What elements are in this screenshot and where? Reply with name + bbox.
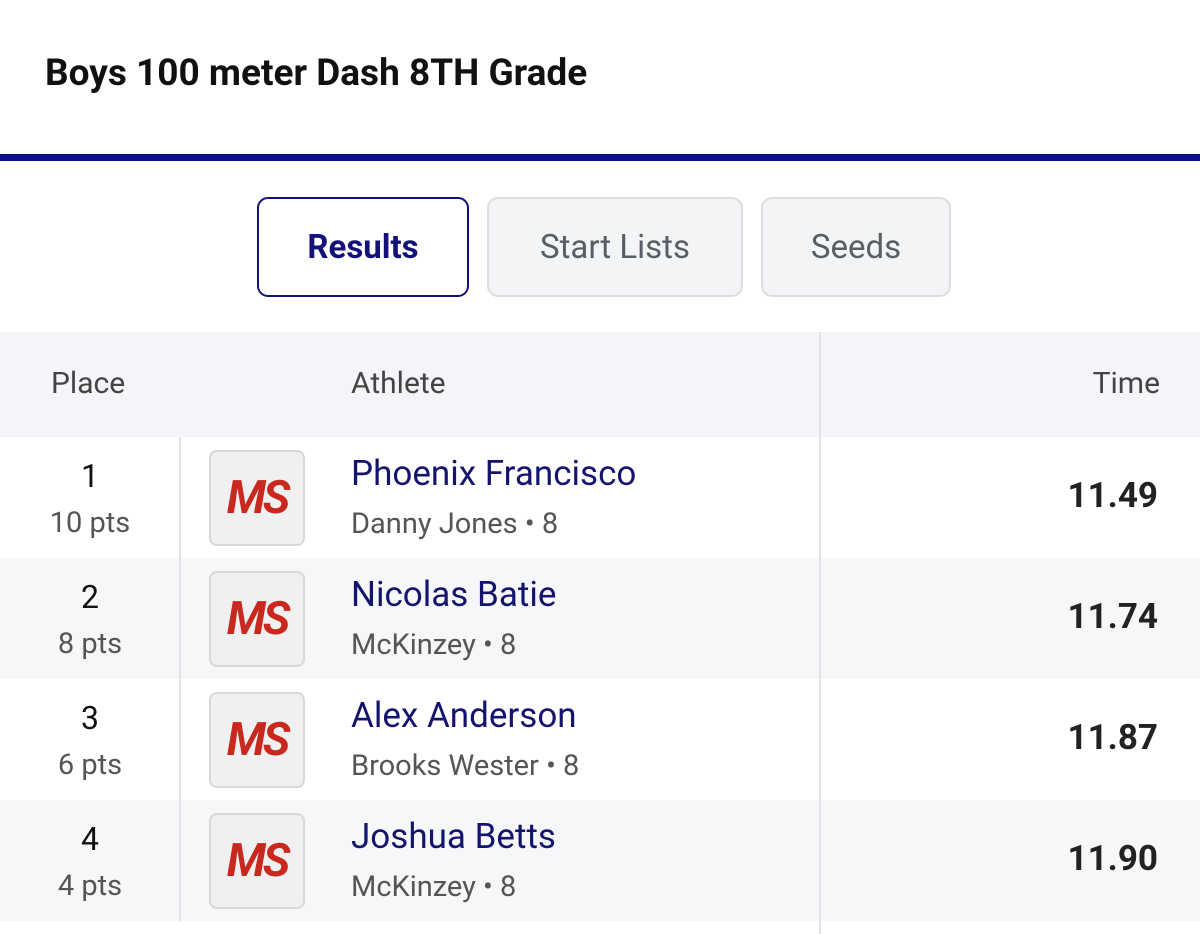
tab-results[interactable]: Results — [257, 197, 469, 297]
result-row[interactable] — [0, 437, 1200, 558]
team-logo: MS — [209, 571, 305, 667]
place: 3 — [81, 699, 99, 737]
column-header: Place — [51, 366, 126, 401]
column-divider — [819, 332, 821, 934]
athlete-team: McKinzey • 8 — [351, 870, 517, 904]
athlete-name[interactable]: Joshua Betts — [351, 816, 556, 857]
athlete-name[interactable]: Phoenix Francisco — [351, 453, 637, 494]
place: 1 — [81, 457, 99, 495]
row-divider — [179, 800, 181, 921]
row-divider — [179, 437, 181, 558]
result-time: 11.87 — [1067, 717, 1158, 758]
athlete-team: Danny Jones • 8 — [351, 507, 559, 541]
team-logo: MS — [209, 692, 305, 788]
result-row[interactable] — [0, 800, 1200, 921]
points: 10 pts — [49, 506, 131, 540]
points: 8 pts — [57, 627, 123, 661]
athlete-team: Brooks Wester • 8 — [351, 749, 580, 783]
column-header: Athlete — [351, 366, 446, 401]
row-divider — [179, 679, 181, 800]
result-row[interactable] — [0, 558, 1200, 679]
place: 4 — [81, 820, 99, 858]
points: 4 pts — [57, 869, 123, 903]
points: 6 pts — [57, 748, 123, 782]
place: 2 — [81, 578, 99, 616]
team-logo: MS — [209, 813, 305, 909]
athlete-team: McKinzey • 8 — [351, 628, 517, 662]
column-header: Time — [1092, 366, 1160, 401]
result-time: 11.74 — [1067, 596, 1158, 637]
table-header — [0, 332, 1200, 437]
result-row[interactable] — [0, 679, 1200, 800]
athlete-name[interactable]: Alex Anderson — [351, 695, 577, 736]
result-time: 11.49 — [1067, 475, 1158, 516]
result-time: 11.90 — [1067, 838, 1158, 879]
tab-seeds[interactable]: Seeds — [761, 197, 951, 297]
event-title: Boys 100 meter Dash 8TH Grade — [45, 52, 588, 95]
team-logo: MS — [209, 450, 305, 546]
row-divider — [179, 558, 181, 679]
athlete-name[interactable]: Nicolas Batie — [351, 574, 557, 615]
next-row — [0, 921, 1200, 934]
header-rule — [0, 154, 1200, 161]
tab-start-lists[interactable]: Start Lists — [487, 197, 743, 297]
